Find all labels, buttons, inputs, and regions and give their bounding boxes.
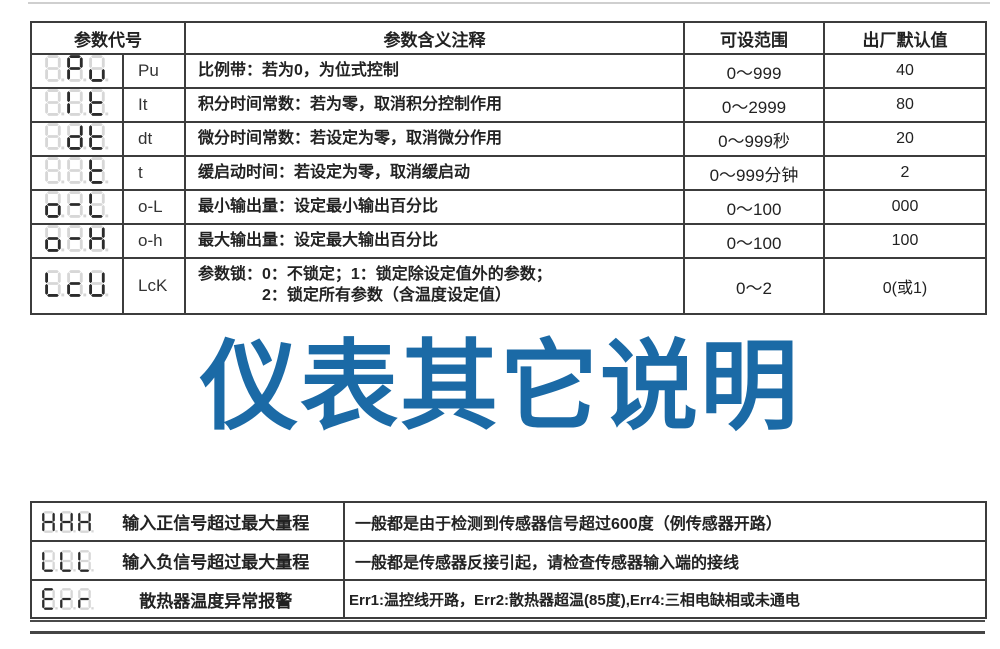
section-title: 仪表其它说明 [199, 331, 800, 441]
param-code: Pu [122, 53, 186, 89]
seven-segment-display [45, 55, 109, 82]
error-description: Err1:温控线开路，Err2:散热器超温(85度),Err4:三相电缺相或未通… [343, 579, 987, 619]
table-row: dt 微分时间常数：若设定为零，取消微分作用 0～999秒 20 [30, 121, 987, 157]
param-default: 80 [823, 87, 987, 123]
table-row: 输入正信号超过最大量程 一般都是由于检测到传感器信号超过600度（例传感器开路） [30, 501, 987, 542]
param-default: 0(或1) [823, 257, 987, 315]
error-code-cell: 输入负信号超过最大量程 [30, 540, 345, 581]
col-header-settable-range: 可设范围 [683, 21, 825, 55]
table-row: It 积分时间常数：若为零，取消积分控制作用 0～2999 80 [30, 87, 987, 123]
param-code: It [122, 87, 186, 123]
table-row: o-h 最大输出量：设定最大输出百分比 0～100 100 [30, 223, 987, 259]
param-default: 000 [823, 189, 987, 225]
param-meaning: 比例带：若为0，为位式控制 [184, 53, 685, 89]
seven-segment-display [45, 225, 109, 252]
param-range: 0～100 [683, 189, 825, 225]
error-code-cell: 输入正信号超过最大量程 [30, 501, 345, 542]
parameter-table: 参数代号 参数含义注释 可设范围 出厂默认值 Pu 比例带：若为0，为位式控制 … [30, 21, 987, 315]
table-row: 输入负信号超过最大量程 一般都是传感器反接引起，请检查传感器输入端的接线 [30, 540, 987, 581]
table-row: LcK 参数锁：0：不锁定；1：锁定除设定值外的参数； 2：锁定所有参数（含温度… [30, 257, 987, 315]
param-meaning: 最小输出量：设定最小输出百分比 [184, 189, 685, 225]
col-header-param-meaning: 参数含义注释 [184, 21, 685, 55]
seven-segment-display [45, 123, 109, 150]
param-code: dt [122, 121, 186, 157]
col-header-param-code: 参数代号 [30, 21, 186, 55]
param-code: o-L [122, 189, 186, 225]
error-code-cell: 散热器温度异常报警 [30, 579, 345, 619]
error-code-table: 输入正信号超过最大量程 一般都是由于检测到传感器信号超过600度（例传感器开路）… [30, 501, 987, 619]
param-range: 0～100 [683, 223, 825, 259]
param-code: t [122, 155, 186, 191]
table-row: Pu 比例带：若为0，为位式控制 0～999 40 [30, 53, 987, 89]
param-range: 0～999分钟 [683, 155, 825, 191]
error-label: 输入正信号超过最大量程 [122, 514, 310, 533]
param-range: 0～999秒 [683, 121, 825, 157]
seven-segment-display [45, 157, 109, 184]
bottom-divider-line-2 [30, 631, 985, 634]
param-default: 2 [823, 155, 987, 191]
param-code: LcK [122, 257, 186, 315]
param-meaning-line2: 2：锁定所有参数（含温度设定值） [262, 287, 511, 304]
seven-segment-display [45, 89, 109, 116]
param-default: 40 [823, 53, 987, 89]
error-description: 一般都是由于检测到传感器信号超过600度（例传感器开路） [343, 501, 987, 542]
param-meaning: 微分时间常数：若设定为零，取消微分作用 [184, 121, 685, 157]
seven-segment-display [42, 510, 95, 533]
param-meaning-line1: 参数锁：0：不锁定；1：锁定除设定值外的参数； [198, 266, 552, 284]
seven-segment-display [42, 588, 95, 610]
param-meaning: 参数锁：0：不锁定；1：锁定除设定值外的参数； 2：锁定所有参数（含温度设定值） [184, 257, 685, 315]
param-range: 0～999 [683, 53, 825, 89]
top-divider-line [28, 2, 990, 4]
param-code: o-h [122, 223, 186, 259]
col-header-factory-default: 出厂默认值 [823, 21, 987, 55]
seven-segment-display [45, 191, 109, 218]
param-default: 100 [823, 223, 987, 259]
seven-segment-display [42, 549, 95, 572]
param-meaning: 缓启动时间：若设定为零，取消缓启动 [184, 155, 685, 191]
param-meaning: 积分时间常数：若为零，取消积分控制作用 [184, 87, 685, 123]
seven-segment-display [45, 270, 109, 297]
error-label: 散热器温度异常报警 [139, 591, 293, 611]
param-default: 20 [823, 121, 987, 157]
error-label: 输入负信号超过最大量程 [122, 553, 310, 572]
table-row: 散热器温度异常报警 Err1:温控线开路，Err2:散热器超温(85度),Err… [30, 579, 987, 619]
param-range: 0～2 [683, 257, 825, 315]
error-description: 一般都是传感器反接引起，请检查传感器输入端的接线 [343, 540, 987, 581]
table-row: t 缓启动时间：若设定为零，取消缓启动 0～999分钟 2 [30, 155, 987, 191]
bottom-divider-line-1 [30, 620, 985, 622]
param-meaning: 最大输出量：设定最大输出百分比 [184, 223, 685, 259]
param-range: 0～2999 [683, 87, 825, 123]
parameter-table-header-row: 参数代号 参数含义注释 可设范围 出厂默认值 [30, 21, 987, 55]
table-row: o-L 最小输出量：设定最小输出百分比 0～100 000 [30, 189, 987, 225]
